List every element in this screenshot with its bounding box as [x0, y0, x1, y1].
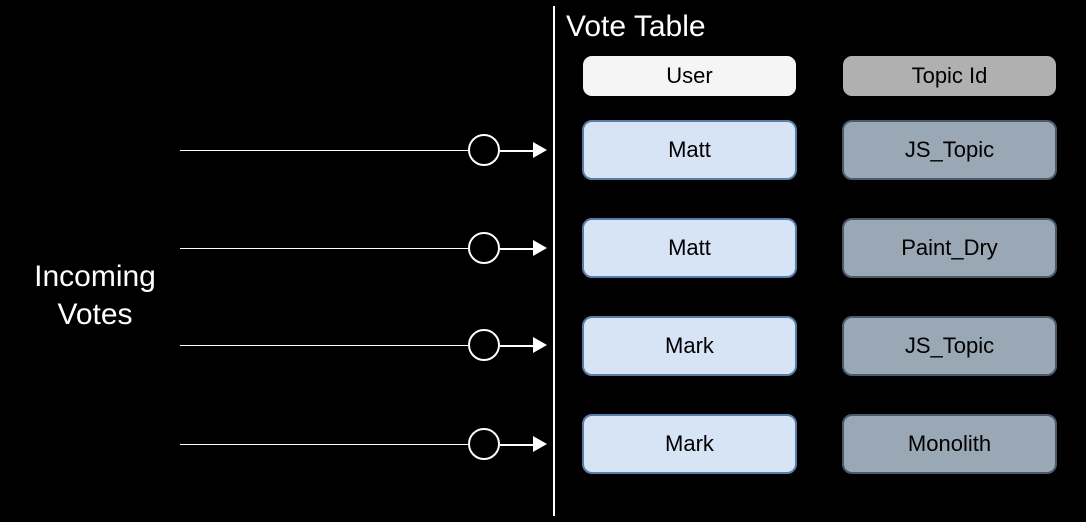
- flow-line: [180, 345, 468, 346]
- user-cell: Matt: [582, 218, 797, 278]
- flow-line: [180, 150, 468, 151]
- incoming-votes-line2: Votes: [57, 298, 132, 331]
- flow-arrow-shaft: [500, 444, 535, 446]
- topic-cell: Monolith: [842, 414, 1057, 474]
- flow-arrow-shaft: [500, 248, 535, 250]
- flow-node: [468, 134, 500, 166]
- topic-cell: Paint_Dry: [842, 218, 1057, 278]
- vote-table-title: Vote Table: [566, 10, 706, 44]
- incoming-votes-label: Incoming Votes: [20, 258, 170, 333]
- flow-node: [468, 232, 500, 264]
- flow-arrow-shaft: [500, 345, 535, 347]
- topic-cell: JS_Topic: [842, 316, 1057, 376]
- section-divider: [553, 6, 555, 516]
- flow-node: [468, 329, 500, 361]
- arrow-right-icon: [533, 436, 547, 452]
- user-cell: Mark: [582, 316, 797, 376]
- column-header-topic: Topic Id: [842, 55, 1057, 97]
- incoming-votes-line1: Incoming: [34, 260, 156, 293]
- column-header-user: User: [582, 55, 797, 97]
- flow-arrow-shaft: [500, 150, 535, 152]
- user-cell: Matt: [582, 120, 797, 180]
- arrow-right-icon: [533, 337, 547, 353]
- topic-cell: JS_Topic: [842, 120, 1057, 180]
- flow-line: [180, 248, 468, 249]
- arrow-right-icon: [533, 240, 547, 256]
- flow-line: [180, 444, 468, 445]
- user-cell: Mark: [582, 414, 797, 474]
- flow-node: [468, 428, 500, 460]
- arrow-right-icon: [533, 142, 547, 158]
